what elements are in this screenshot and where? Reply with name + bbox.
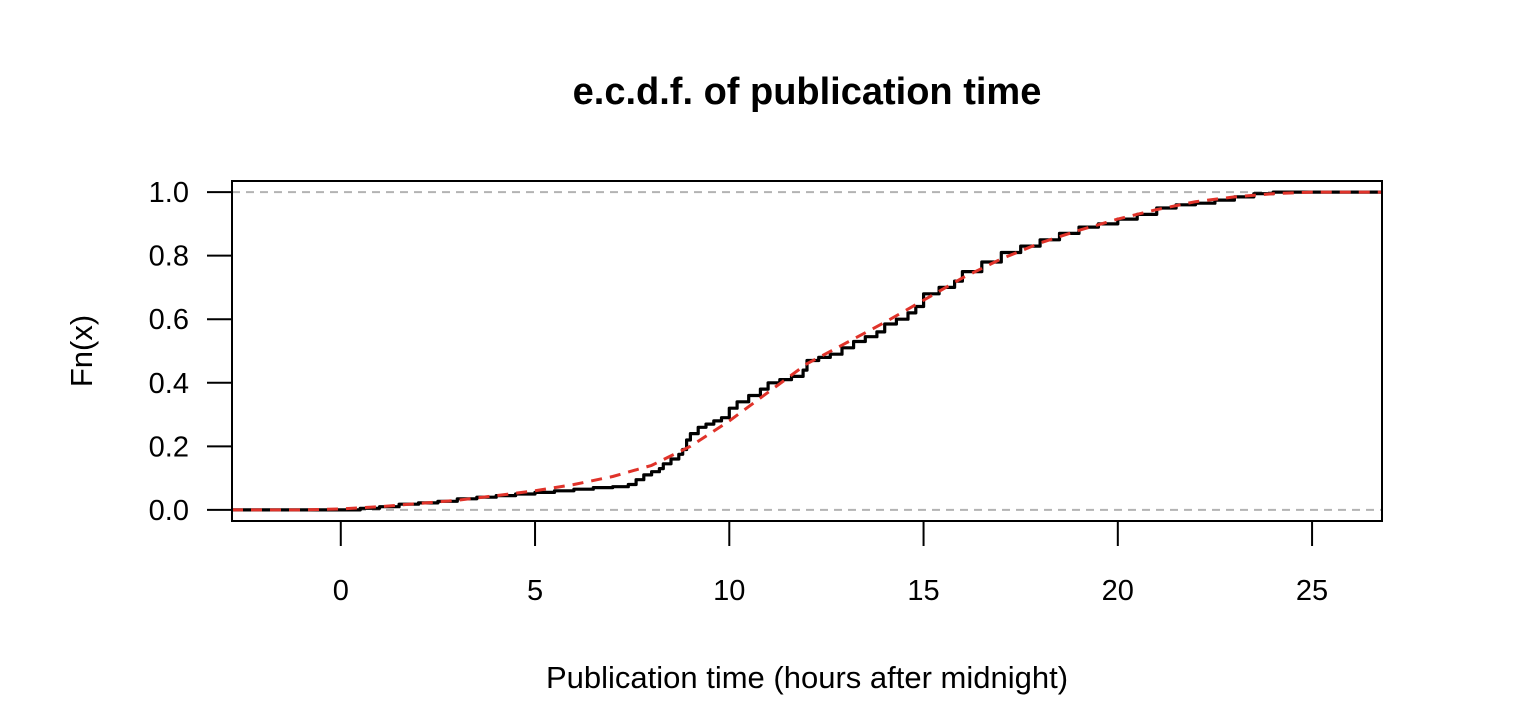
reference-lines bbox=[232, 191, 1382, 511]
x-tick-label: 0 bbox=[333, 575, 349, 607]
x-tick-label: 15 bbox=[907, 575, 939, 607]
y-tick-label: 1.0 bbox=[149, 177, 189, 209]
x-axis: 0 5 10 15 20 25 bbox=[333, 520, 1328, 607]
y-tick-label: 0.0 bbox=[149, 495, 189, 527]
x-axis-label: Publication time (hours after midnight) bbox=[546, 660, 1068, 695]
y-tick-label: 0.4 bbox=[149, 368, 189, 400]
y-tick-label: 0.2 bbox=[149, 431, 189, 463]
series-group bbox=[232, 190, 1382, 512]
x-tick-label: 5 bbox=[527, 575, 543, 607]
x-tick-label: 10 bbox=[713, 575, 745, 607]
y-tick-label: 0.8 bbox=[149, 241, 189, 273]
y-axis-label: Fn(x) bbox=[64, 315, 99, 387]
x-tick-label: 20 bbox=[1102, 575, 1134, 607]
x-tick-label: 25 bbox=[1296, 575, 1328, 607]
y-tick-label: 0.6 bbox=[149, 304, 189, 336]
chart-title: e.c.d.f. of publication time bbox=[573, 71, 1042, 113]
plot-frame bbox=[231, 180, 1383, 522]
y-axis: 0.0 0.2 0.4 0.6 0.8 1.0 bbox=[149, 177, 233, 527]
ecdf-step-line bbox=[232, 190, 1382, 512]
fitted-cdf-dashed-line bbox=[232, 190, 1382, 512]
